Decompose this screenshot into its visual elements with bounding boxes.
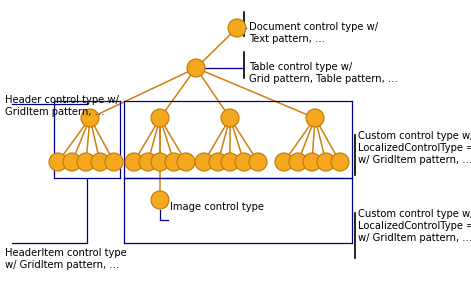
Circle shape — [317, 153, 335, 171]
Circle shape — [63, 153, 81, 171]
Circle shape — [275, 153, 293, 171]
Circle shape — [105, 153, 123, 171]
Text: Custom control type w/
LocalizedControlType = "row" or "cell"
w/ GridItem patter: Custom control type w/ LocalizedControlT… — [358, 209, 471, 243]
Circle shape — [77, 153, 95, 171]
Circle shape — [228, 19, 246, 37]
Circle shape — [139, 153, 157, 171]
Circle shape — [331, 153, 349, 171]
Circle shape — [151, 153, 169, 171]
Circle shape — [187, 59, 205, 77]
Circle shape — [221, 109, 239, 127]
Circle shape — [91, 153, 109, 171]
Text: Image control type: Image control type — [170, 202, 264, 212]
Circle shape — [306, 109, 324, 127]
Text: Header control type w/
GridItem pattern, …: Header control type w/ GridItem pattern,… — [5, 95, 119, 117]
Text: Document control type w/
Text pattern, …: Document control type w/ Text pattern, … — [249, 22, 378, 43]
Circle shape — [177, 153, 195, 171]
Circle shape — [49, 153, 67, 171]
Text: Custom control type w/
LocalizedControlType = "row"
w/ GridItem pattern, …: Custom control type w/ LocalizedControlT… — [358, 131, 471, 164]
Circle shape — [151, 191, 169, 209]
Circle shape — [81, 109, 99, 127]
Circle shape — [165, 153, 183, 171]
Circle shape — [195, 153, 213, 171]
Circle shape — [289, 153, 307, 171]
Circle shape — [151, 109, 169, 127]
Circle shape — [209, 153, 227, 171]
Circle shape — [303, 153, 321, 171]
Circle shape — [125, 153, 143, 171]
Circle shape — [249, 153, 267, 171]
Text: Table control type w/
Grid pattern, Table pattern, …: Table control type w/ Grid pattern, Tabl… — [249, 62, 398, 84]
Circle shape — [235, 153, 253, 171]
Text: HeaderItem control type
w/ GridItem pattern, …: HeaderItem control type w/ GridItem patt… — [5, 248, 127, 270]
Circle shape — [221, 153, 239, 171]
